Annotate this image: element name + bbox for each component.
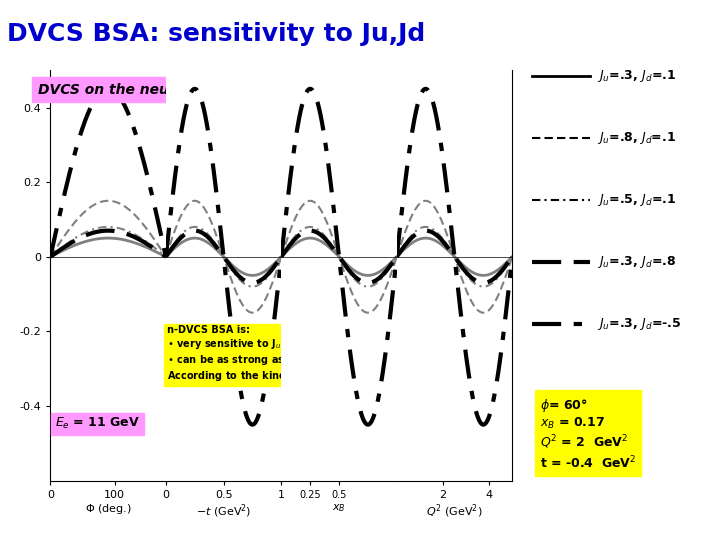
X-axis label: $x_B$: $x_B$ xyxy=(332,502,346,514)
Text: n-DVCS BSA is:
$\bullet$ very sensitive to J$_u$, J$_d$
$\bullet$ can be as stro: n-DVCS BSA is: $\bullet$ very sensitive … xyxy=(167,325,374,383)
Text: DVCS BSA: sensitivity to Ju,Jd: DVCS BSA: sensitivity to Ju,Jd xyxy=(7,22,426,45)
X-axis label: $\Phi$ (deg.): $\Phi$ (deg.) xyxy=(85,502,132,516)
Text: DVCS on the neutron: DVCS on the neutron xyxy=(37,83,202,97)
Text: $J_u$=.5, $J_d$=.1: $J_u$=.5, $J_d$=.1 xyxy=(597,192,677,208)
Text: $J_u$=.3, $J_d$=.1: $J_u$=.3, $J_d$=.1 xyxy=(597,68,677,84)
X-axis label: $-t$ (GeV$^2$): $-t$ (GeV$^2$) xyxy=(196,502,251,520)
Text: $J_u$=.8, $J_d$=.1: $J_u$=.8, $J_d$=.1 xyxy=(597,130,676,146)
Text: $\phi$= 60°
$x_B$ = 0.17
$Q^2$ = 2  GeV$^2$
t = -0.4  GeV$^2$: $\phi$= 60° $x_B$ = 0.17 $Q^2$ = 2 GeV$^… xyxy=(539,397,636,471)
Text: $J_u$=.3, $J_d$=-.5: $J_u$=.3, $J_d$=-.5 xyxy=(597,316,682,332)
Text: $J_u$=.3, $J_d$=.8: $J_u$=.3, $J_d$=.8 xyxy=(597,254,676,270)
Text: $E_e$ = 11 GeV: $E_e$ = 11 GeV xyxy=(55,416,140,431)
X-axis label: $Q^2$ (GeV$^2$): $Q^2$ (GeV$^2$) xyxy=(426,502,482,520)
